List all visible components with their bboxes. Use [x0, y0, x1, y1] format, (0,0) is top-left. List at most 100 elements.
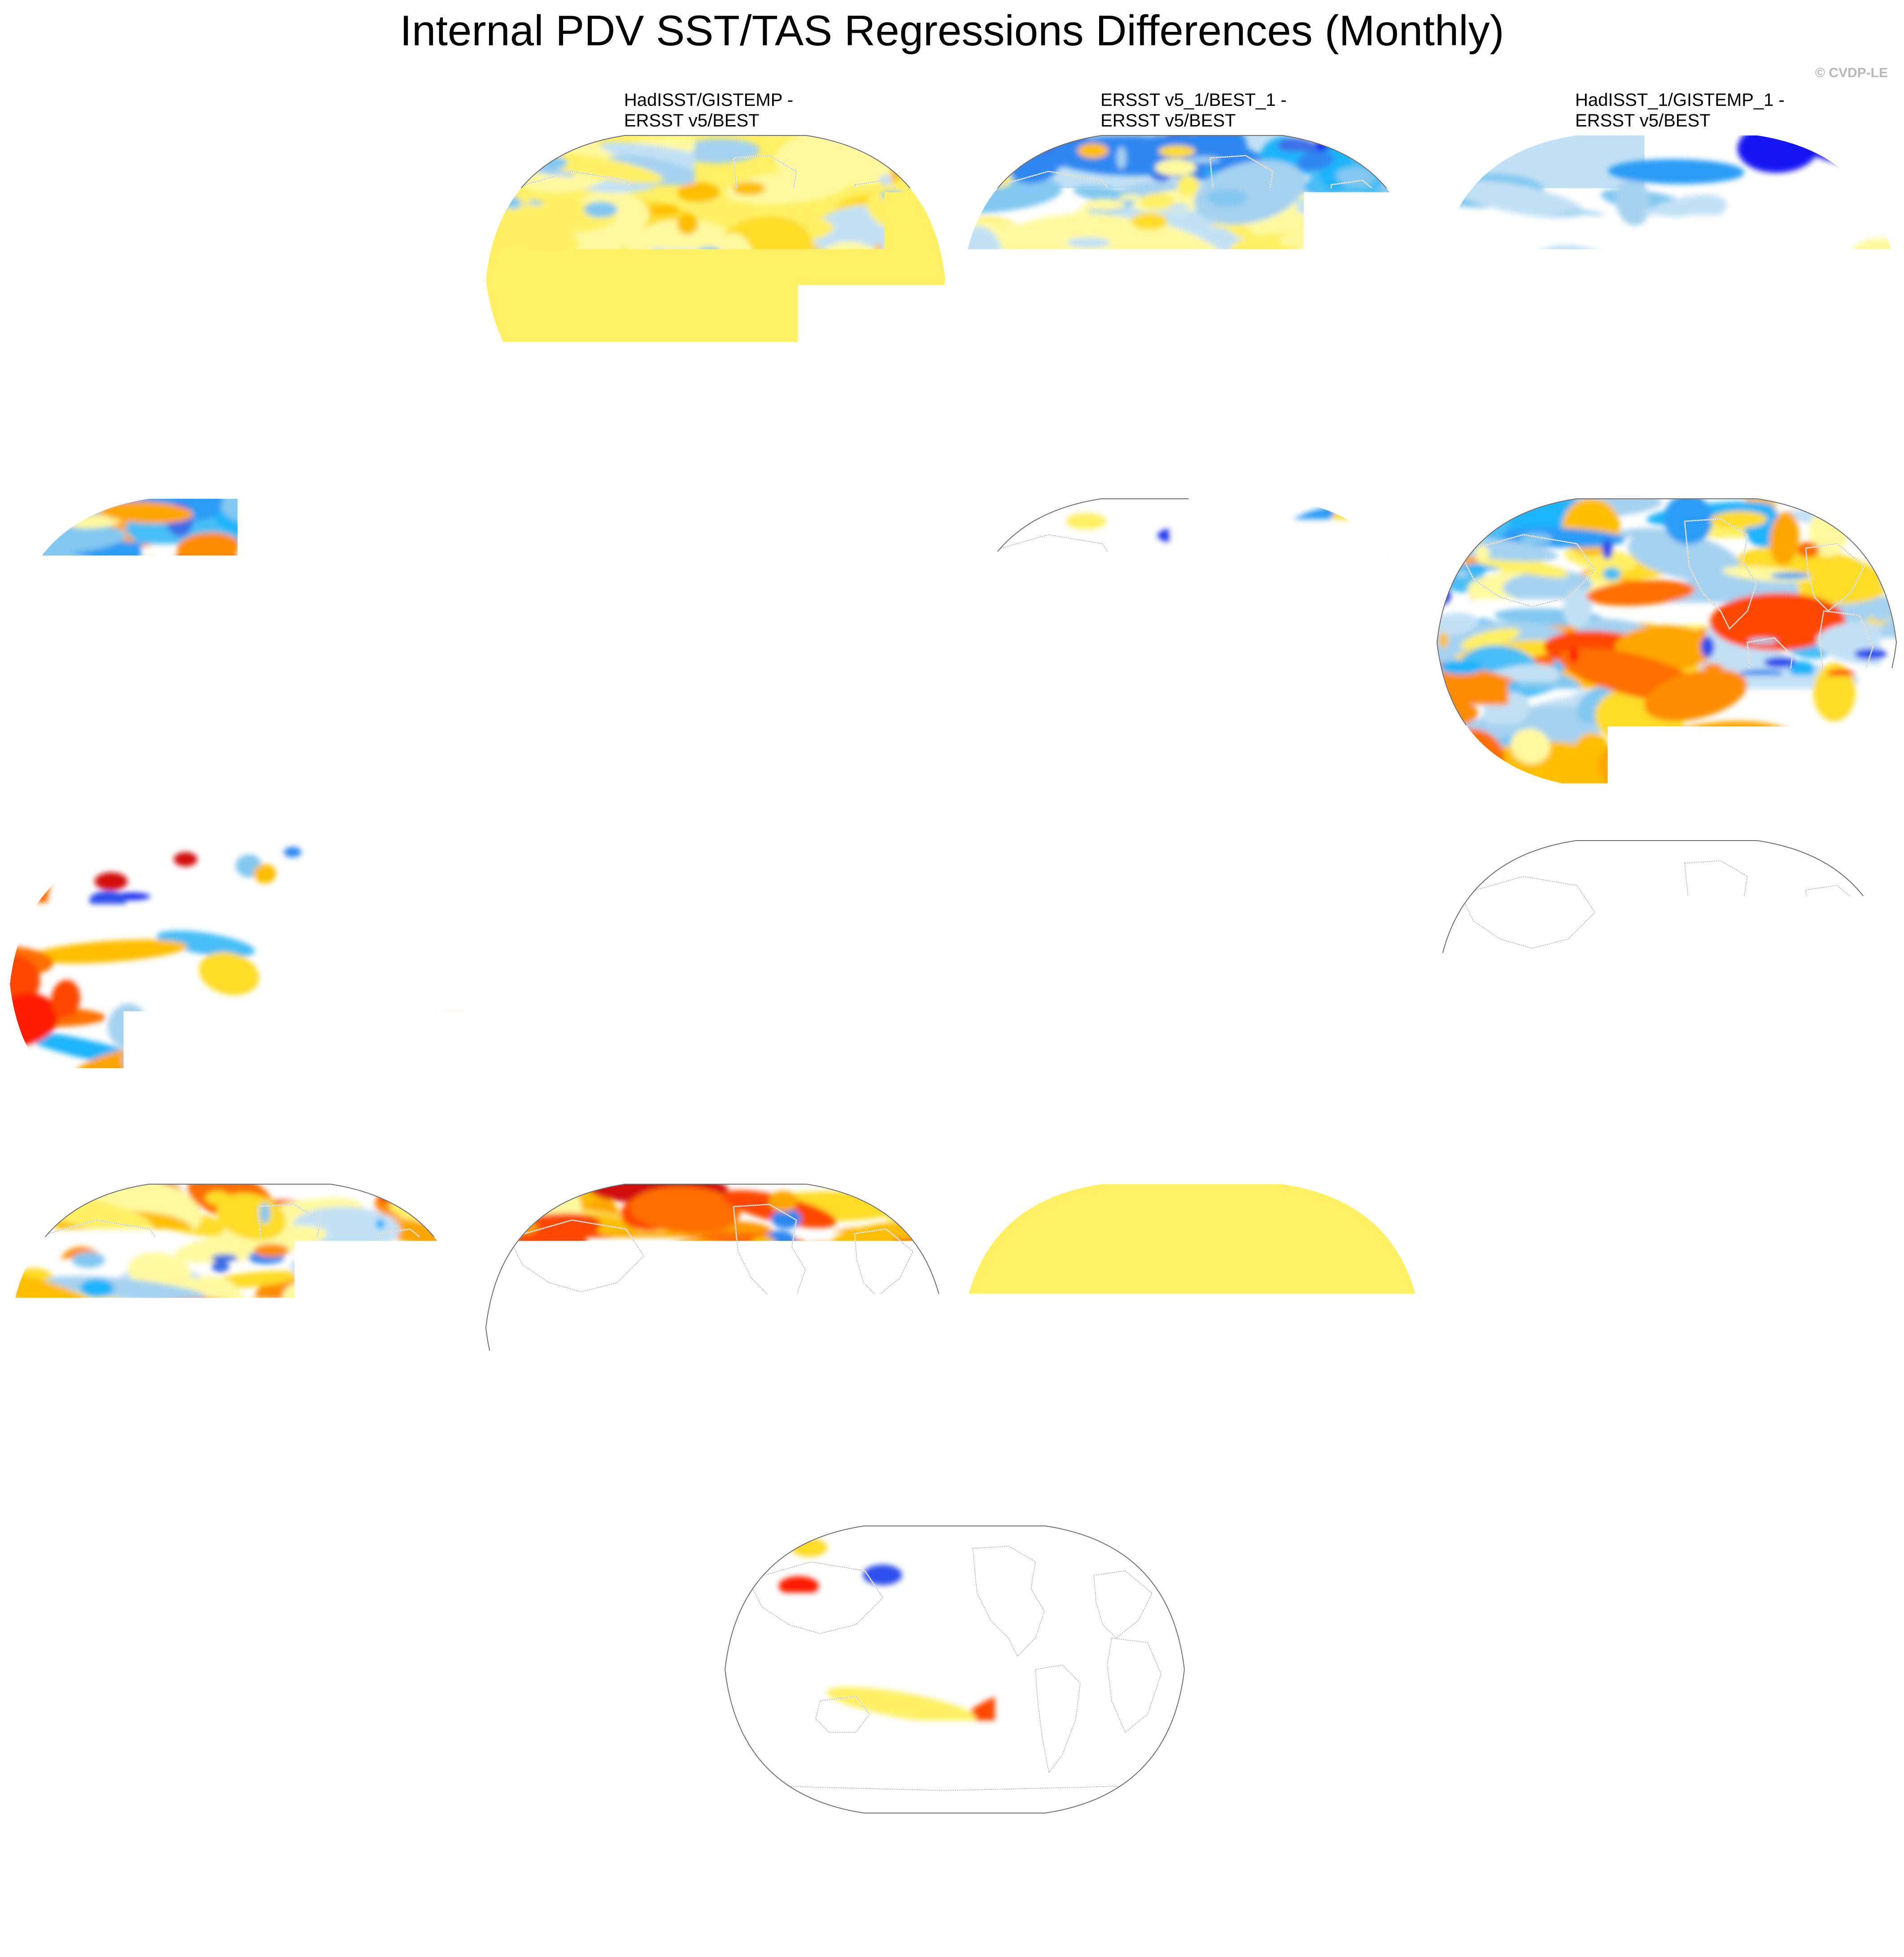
anomaly-blob — [1824, 772, 1837, 778]
anomaly-blob — [1506, 1240, 1518, 1250]
anomaly-blob — [1669, 242, 1682, 260]
anomaly-blob — [281, 1092, 310, 1112]
anomaly-blob — [723, 1097, 742, 1119]
anomaly-blob — [891, 159, 900, 183]
anomaly-blob — [575, 1350, 604, 1360]
anomaly-blob — [539, 337, 563, 353]
anomaly-blob — [354, 1111, 375, 1123]
anomaly-blob — [533, 1006, 573, 1022]
anomaly-blob — [842, 549, 873, 565]
anomaly-blob — [380, 688, 423, 693]
anomaly-blob — [642, 1312, 667, 1333]
anomaly-blob — [975, 384, 996, 404]
anomaly-blob — [36, 1370, 76, 1383]
anomaly-blob — [630, 1085, 644, 1093]
anomaly-blob — [1687, 725, 1699, 748]
panel-title: CESM2-hs370 r3i1p1f1-ERSST v5/BEST — [1433, 805, 1900, 825]
anomaly-blob — [658, 271, 681, 292]
anomaly-blob — [914, 928, 924, 937]
anomaly-blob — [1677, 361, 1717, 372]
anomaly-blob — [398, 568, 441, 580]
anomaly-blob — [1576, 1012, 1586, 1022]
anomaly-blob — [1845, 847, 1882, 877]
anomaly-blob — [959, 745, 977, 763]
anomaly-blob — [526, 1339, 551, 1351]
anomaly-blob — [1603, 1232, 1641, 1253]
anomaly-blob — [603, 729, 637, 741]
anomaly-blob — [806, 1344, 849, 1365]
anomaly-blob — [229, 550, 240, 567]
anomaly-blob — [1489, 929, 1509, 949]
anomaly-blob — [1433, 131, 1482, 177]
anomaly-blob — [441, 760, 473, 769]
anomaly-blob — [1214, 1199, 1251, 1222]
anomaly-blob — [1496, 711, 1516, 727]
map-panel-p8: MPI #5-ERSST v5/BEST — [6, 795, 473, 1136]
anomaly-blobs — [482, 1180, 949, 1476]
anomaly-blob — [1153, 584, 1162, 601]
anomaly-blob — [1094, 955, 1132, 970]
anomaly-blob — [1585, 935, 1602, 955]
anomaly-blob — [1665, 1395, 1688, 1408]
anomaly-blob — [1064, 1018, 1101, 1024]
anomaly-blob — [1367, 621, 1389, 630]
anomaly-blob — [664, 994, 673, 1009]
anomaly-blob — [1164, 622, 1185, 636]
anomaly-blob — [913, 170, 946, 202]
anomaly-blob — [1367, 398, 1425, 427]
anomaly-blob — [323, 549, 344, 570]
anomaly-blob — [144, 602, 159, 610]
anomaly-blob — [1161, 984, 1187, 1002]
anomaly-blob — [1024, 676, 1049, 685]
anomaly-blob — [1845, 1230, 1886, 1247]
anomaly-blob — [1385, 1032, 1417, 1041]
anomaly-blob — [1083, 1614, 1110, 1626]
anomaly-blob — [1409, 205, 1425, 215]
map-panel-p16: CESM1-LENS 005-ERSST v5/BEST — [721, 1480, 1188, 1821]
panel-title: MPI #2-ERSST v5/BEST — [482, 463, 949, 484]
anomaly-blob — [1279, 235, 1306, 246]
anomaly-blob — [755, 1700, 791, 1719]
anomaly-blob — [1706, 1327, 1722, 1349]
anomaly-blob — [61, 529, 104, 542]
anomaly-blob — [1032, 1643, 1056, 1655]
anomaly-blob — [959, 166, 998, 183]
anomaly-blob — [1454, 871, 1492, 878]
anomaly-blob — [1049, 397, 1063, 412]
map-panel-p13: CESM2 r2i1p1f1-ERSST v5/BEST — [482, 1138, 949, 1479]
anomaly-blob — [1458, 1314, 1500, 1332]
anomaly-blob — [1441, 1343, 1480, 1364]
anomaly-blob — [1404, 766, 1419, 784]
anomaly-blob — [696, 247, 722, 260]
anomaly-blob — [1042, 1086, 1081, 1108]
anomaly-blob — [1619, 154, 1662, 174]
anomaly-blob — [1642, 140, 1656, 155]
anomaly-blob — [1465, 910, 1488, 929]
anomaly-blob — [644, 1343, 674, 1364]
map-panel-p2: ERSST v5_1/BEST_1 - ERSST v5/BEST — [959, 90, 1425, 431]
anomaly-blob — [1747, 1417, 1764, 1436]
anomaly-blob — [786, 709, 830, 723]
anomaly-blob — [1159, 145, 1195, 157]
anomaly-blob — [814, 380, 846, 392]
anomaly-blob — [973, 1706, 1013, 1712]
anomaly-blob — [1603, 567, 1620, 580]
anomaly-blob — [617, 712, 633, 721]
anomaly-blob — [1264, 1043, 1293, 1063]
anomaly-blob — [1042, 1357, 1082, 1380]
map-panel-p3: HadISST_1/GISTEMP_1 - ERSST v5/BEST — [1433, 90, 1900, 431]
anomaly-blob — [1688, 924, 1725, 946]
anomaly-blob — [1820, 681, 1860, 693]
anomaly-blob — [12, 888, 33, 902]
anomaly-blob — [358, 1051, 387, 1074]
anomaly-blob — [1354, 909, 1384, 923]
anomaly-blob — [1039, 567, 1049, 580]
anomaly-blob — [1068, 1328, 1090, 1341]
panel-title: HadISST/GISTEMP - ERSST v5/BEST — [624, 90, 793, 131]
anomaly-blob — [1107, 1430, 1143, 1446]
anomaly-blob — [863, 1565, 902, 1585]
anomaly-blob — [1005, 363, 1045, 374]
anomaly-blob — [1050, 926, 1090, 942]
anomaly-blob — [1808, 935, 1818, 944]
anomaly-blob — [1253, 1230, 1292, 1239]
